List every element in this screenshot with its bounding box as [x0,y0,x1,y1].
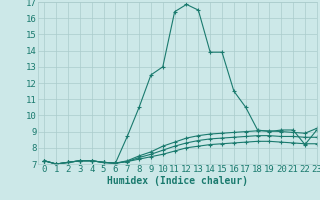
X-axis label: Humidex (Indice chaleur): Humidex (Indice chaleur) [107,176,248,186]
